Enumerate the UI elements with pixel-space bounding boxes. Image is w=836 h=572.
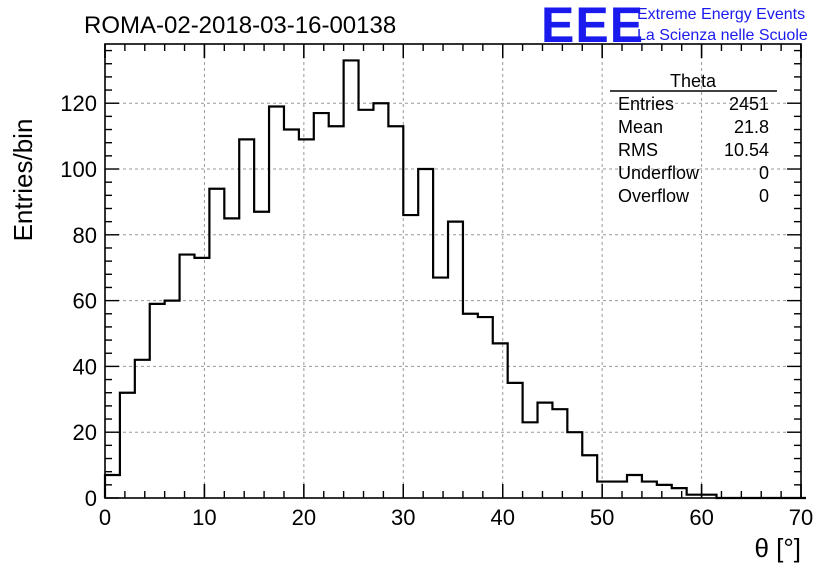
- y-tick-label: 80: [73, 223, 97, 248]
- stats-box: Theta Entries 2451 Mean 21.8 RMS 10.54 Underfl…: [610, 71, 777, 206]
- x-tick-label: 50: [590, 505, 614, 530]
- logo-mark: EEE: [541, 0, 644, 53]
- chart-title: ROMA-02-2018-03-16-00138: [84, 12, 396, 39]
- stats-row-value: 2451: [729, 94, 769, 114]
- x-tick-label: 40: [490, 505, 514, 530]
- stats-name: Theta: [670, 71, 717, 91]
- histogram-series: [103, 59, 806, 500]
- stats-row-value: 21.8: [734, 117, 769, 137]
- y-tick-label: 0: [85, 486, 97, 511]
- x-tick-label: 60: [689, 505, 713, 530]
- x-tick-label: 20: [292, 505, 316, 530]
- stats-row-label: Mean: [618, 117, 663, 137]
- logo-line-1: Extreme Energy Events: [637, 6, 805, 23]
- x-tick-label: 0: [99, 505, 111, 530]
- plot-frame: [104, 43, 802, 499]
- y-tick-label: 100: [60, 157, 97, 182]
- y-axis-label: Entries/bin: [8, 119, 38, 242]
- axis-ticks: [104, 44, 802, 499]
- stats-row-value: 0: [759, 163, 769, 183]
- eee-logo: EEE Extreme Energy Events La Scienza nel…: [541, 0, 808, 53]
- stats-row-value: 0: [759, 186, 769, 206]
- tick-labels: 0 10 20 30 40 50 60 70 0 20 40 60 80 100 120: [60, 91, 813, 530]
- x-tick-label: 30: [391, 505, 415, 530]
- logo-line-2: La Scienza nelle Scuole: [637, 27, 808, 44]
- y-tick-label: 60: [73, 289, 97, 314]
- y-tick-label: 20: [73, 420, 97, 445]
- y-tick-label: 40: [73, 354, 97, 379]
- y-tick-label: 120: [60, 91, 97, 116]
- stats-row-label: Entries: [618, 94, 674, 114]
- stats-row-label: RMS: [618, 140, 658, 160]
- x-tick-label: 70: [789, 505, 813, 530]
- stats-row-label: Underflow: [618, 163, 700, 183]
- stats-row-label: Overflow: [618, 186, 690, 206]
- stats-row-value: 10.54: [724, 140, 769, 160]
- gridlines: [105, 44, 801, 498]
- x-axis-label: θ [°]: [754, 533, 801, 563]
- x-tick-label: 10: [192, 505, 216, 530]
